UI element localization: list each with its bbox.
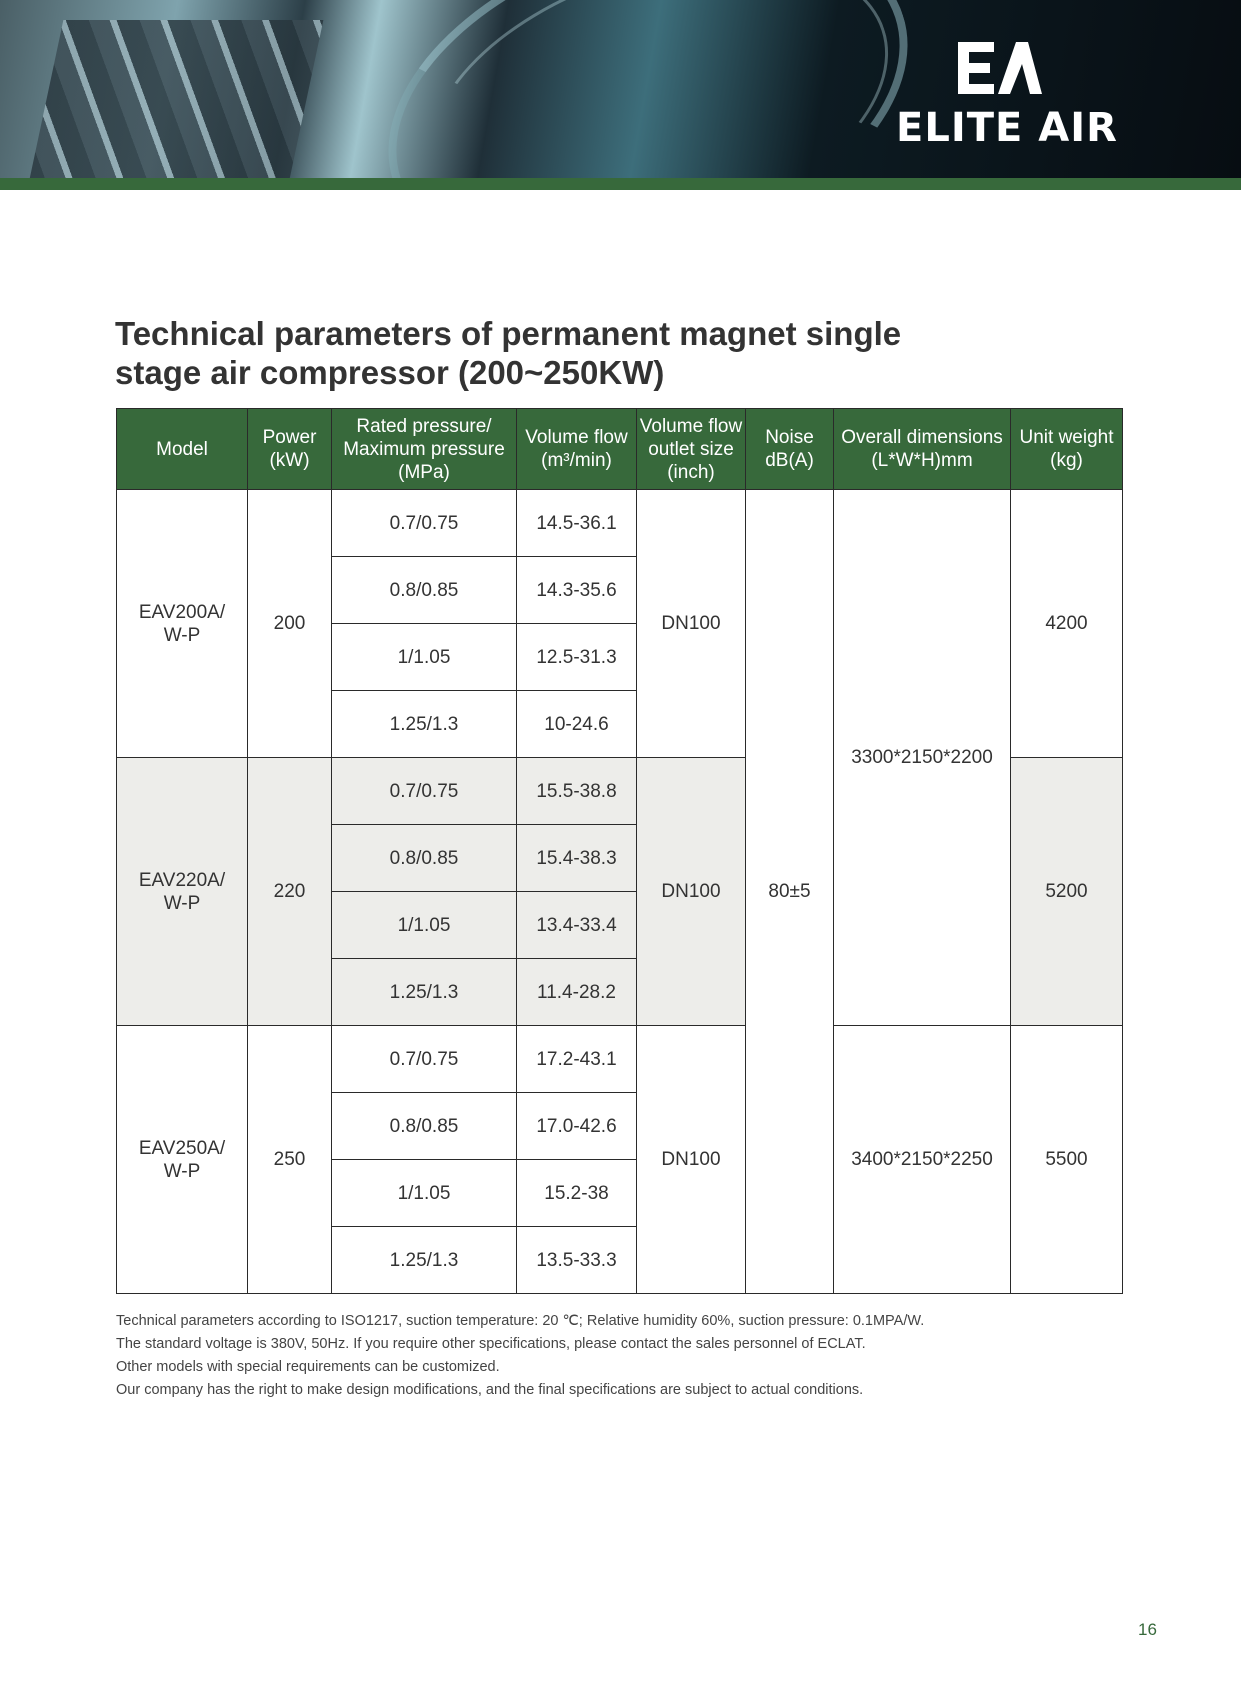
header-volume-flow: Volume flow (m³/min): [516, 408, 637, 490]
cell-power: 220: [247, 757, 332, 1026]
table-row: EAV250A/W-P 250 0.7/0.75 17.2-43.1 DN100…: [116, 1025, 1123, 1294]
cell-flow: 11.4-28.2: [516, 958, 637, 1026]
table-header-row: Model Power (kW) Rated pressure/Maximum p…: [116, 408, 1123, 490]
cell-flow: 15.5-38.8: [516, 757, 637, 825]
table-row: 1.25/1.3 13.5-33.3: [117, 1226, 1123, 1294]
header-power: Power (kW): [247, 408, 332, 490]
cell-pressure: 0.7/0.75: [331, 489, 517, 557]
footnote: Our company has the right to make design…: [116, 1382, 864, 1398]
cell-pressure: 1.25/1.3: [331, 690, 517, 758]
header-pressure: Rated pressure/Maximum pressure (MPa): [331, 408, 517, 490]
cell-flow: 14.5-36.1: [516, 489, 637, 557]
footnote: Other models with special requirements c…: [116, 1359, 500, 1375]
header-model: Model: [116, 408, 248, 490]
cell-pressure: 0.7/0.75: [331, 1025, 517, 1093]
cell-flow: 15.2-38: [516, 1159, 637, 1227]
cell-weight: 5200: [1010, 757, 1123, 1026]
table-row: EAV220A/W-P 220 0.7/0.75 15.5-38.8 DN100…: [116, 757, 1123, 1026]
cell-pressure: 1.25/1.3: [331, 1226, 517, 1294]
page-title: Technical parameters of permanent magnet…: [115, 314, 1015, 392]
table-row: EAV200A/W-P 200 0.7/0.75 14.5-36.1 DN100…: [116, 489, 1123, 1294]
cell-outlet: DN100: [636, 1025, 746, 1294]
table-row: 0.8/0.85 14.3-35.6: [117, 556, 1123, 624]
cell-outlet: DN100: [636, 757, 746, 1026]
table-row: 0.8/0.85 17.0-42.6: [117, 1092, 1123, 1160]
table-row: 1.25/1.3 11.4-28.2: [117, 958, 1123, 1026]
cell-noise: 80±5: [745, 489, 834, 1294]
cell-flow: 10-24.6: [516, 690, 637, 758]
cell-dimensions: 3400*2150*2250: [833, 1025, 1011, 1294]
header-unit-weight: Unit weight (kg): [1010, 408, 1123, 490]
table-row: 0.8/0.85 15.4-38.3: [117, 824, 1123, 892]
footnotes: Technical parameters according to ISO121…: [116, 1310, 1116, 1402]
cell-model: EAV250A/W-P: [116, 1025, 248, 1294]
cell-flow: 13.5-33.3: [516, 1226, 637, 1294]
header-dimensions: Overall dimensions (L*W*H)mm: [833, 408, 1011, 490]
table-row: 1/1.05 13.4-33.4: [117, 891, 1123, 959]
header-accent-bar: [0, 178, 1241, 190]
page-number: 16: [1138, 1620, 1157, 1639]
title-line-2: stage air compressor (200~250KW): [115, 354, 665, 391]
header-banner: ELITE AIR: [0, 0, 1241, 178]
cell-pressure: 0.8/0.85: [331, 1092, 517, 1160]
footnote: The standard voltage is 380V, 50Hz. If y…: [116, 1336, 866, 1352]
cell-flow: 15.4-38.3: [516, 824, 637, 892]
cell-model: EAV200A/W-P: [116, 489, 248, 758]
cell-flow: 13.4-33.4: [516, 891, 637, 959]
header-noise: Noise dB(A): [745, 408, 834, 490]
cell-weight: 4200: [1010, 489, 1123, 758]
cell-flow: 12.5-31.3: [516, 623, 637, 691]
cell-pressure: 0.8/0.85: [331, 556, 517, 624]
cell-power: 250: [247, 1025, 332, 1294]
gear-image: [16, 20, 324, 178]
cell-flow: 14.3-35.6: [516, 556, 637, 624]
cell-pressure: 0.7/0.75: [331, 757, 517, 825]
header-outlet-size: Volume flow outlet size (inch): [636, 408, 746, 490]
cell-flow: 17.2-43.1: [516, 1025, 637, 1093]
spec-table: Model Power (kW) Rated pressure/Maximum p…: [116, 408, 1123, 1294]
cell-pressure: 1.25/1.3: [331, 958, 517, 1026]
table-row: 1.25/1.3 10-24.6: [117, 690, 1123, 758]
elite-air-logo-icon: [958, 42, 1042, 94]
table-row: 1/1.05 15.2-38: [117, 1159, 1123, 1227]
cell-outlet: DN100: [636, 489, 746, 758]
footnote: Technical parameters according to ISO121…: [116, 1313, 925, 1329]
cell-model: EAV220A/W-P: [116, 757, 248, 1026]
brand-name: ELITE AIR: [896, 105, 1118, 151]
cell-pressure: 0.8/0.85: [331, 824, 517, 892]
cell-flow: 17.0-42.6: [516, 1092, 637, 1160]
cell-weight: 5500: [1010, 1025, 1123, 1294]
cell-pressure: 1/1.05: [331, 1159, 517, 1227]
title-line-1: Technical parameters of permanent magnet…: [115, 315, 902, 352]
cell-pressure: 1/1.05: [331, 891, 517, 959]
cell-dimensions: 3300*2150*2200: [833, 489, 1011, 1026]
cell-pressure: 1/1.05: [331, 623, 517, 691]
cell-power: 200: [247, 489, 332, 758]
